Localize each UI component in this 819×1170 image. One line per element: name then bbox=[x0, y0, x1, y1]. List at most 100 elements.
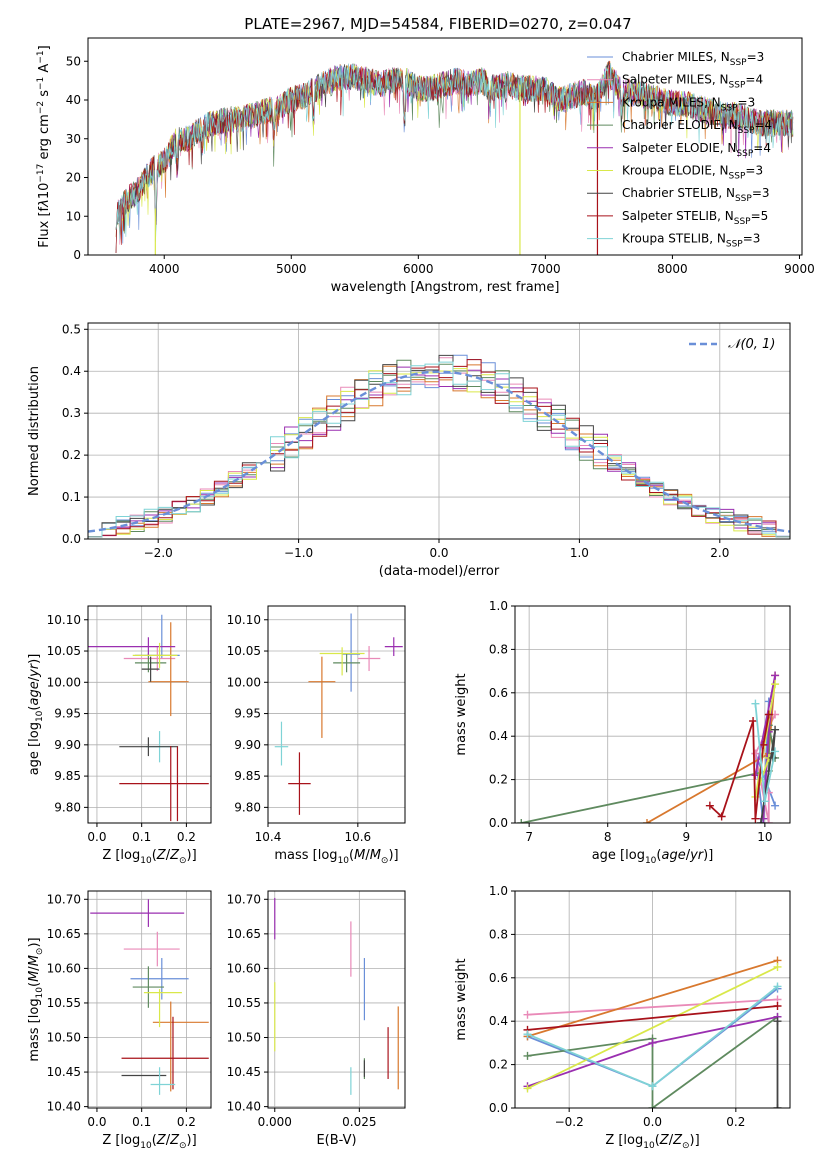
x-tick-label: −2.0 bbox=[144, 546, 173, 560]
legend-entry: Salpeter MILES, NSSP=4 bbox=[622, 73, 763, 91]
legend-entry: 𝒩(0, 1) bbox=[728, 337, 775, 352]
y-tick-label: 0.8 bbox=[489, 642, 508, 656]
x-tick-label: 7 bbox=[525, 830, 533, 844]
legend-entry-sub: SSP bbox=[721, 103, 738, 113]
normal-curve bbox=[87, 370, 791, 533]
mass-weight-marker bbox=[764, 819, 773, 823]
legend-entry: Chabrier ELODIE, NSSP=4 bbox=[622, 118, 772, 136]
legend-entry: Chabrier STELIB, NSSP=3 bbox=[622, 186, 770, 204]
mass-weight-marker bbox=[771, 671, 780, 680]
y-tick-label: 0.6 bbox=[489, 971, 508, 985]
mass-weight-marker bbox=[756, 819, 765, 823]
mass-weight-marker bbox=[705, 801, 714, 810]
y-tick-label: 10.50 bbox=[47, 1031, 81, 1045]
y-tick-label: 9.95 bbox=[54, 707, 81, 721]
y-axis-label: mass weight bbox=[454, 958, 469, 1040]
axes-frame bbox=[514, 890, 791, 1109]
mass-vs-ebv-panel: 0.000 0.025 10.40 10.45 10.50 10.55 10.60 10.65… bbox=[227, 890, 406, 1148]
x-axis-label: wavelength [Angstrom, rest frame] bbox=[331, 280, 560, 295]
x-tick-label: 10 bbox=[757, 830, 772, 844]
y-tick-label: 9.85 bbox=[54, 769, 81, 783]
legend-entry: Kroupa ELODIE, NSSP=3 bbox=[622, 164, 763, 182]
x-tick-label: 8000 bbox=[657, 262, 688, 276]
mass-weight-marker bbox=[759, 814, 768, 823]
mass-vs-metallicity-panel: 0.0 0.1 0.2 10.40 10.45 10.50 10.55 10.60 10.65 1… bbox=[27, 890, 212, 1151]
axes-frame bbox=[87, 37, 803, 256]
mass-weight-marker bbox=[643, 819, 651, 823]
y-tick-label: 10.60 bbox=[47, 961, 81, 975]
mass-weight-marker bbox=[771, 801, 780, 810]
mass-weight-vs-age-panel: 7 8 9 10 0.0 0.2 0.4 0.6 0.8 1.0 age [log10(age/yr… bbox=[454, 599, 791, 866]
y-tick-label: 10.05 bbox=[227, 644, 261, 658]
legend-entry-sub: SSP bbox=[738, 126, 755, 136]
x-tick-label: 1.0 bbox=[570, 546, 589, 560]
y-tick-label: 0.4 bbox=[62, 364, 81, 378]
y-tick-label: 0.3 bbox=[62, 406, 81, 420]
mass-weight-marker bbox=[523, 1010, 532, 1019]
x-tick-label: 0.000 bbox=[258, 1115, 292, 1129]
y-tick-label: 10.45 bbox=[227, 1065, 261, 1079]
legend-entry-count: =4 bbox=[753, 141, 771, 155]
x-axis-label: age [log10(age/yr)] bbox=[592, 848, 714, 866]
y-tick-label: 0 bbox=[73, 248, 81, 262]
mass-weight-marker bbox=[523, 1051, 532, 1060]
y-tick-label: 10.40 bbox=[227, 1100, 261, 1114]
mass-weight-marker bbox=[517, 819, 526, 823]
x-tick-label: 0.025 bbox=[342, 1115, 376, 1129]
mass-weight-marker bbox=[751, 699, 760, 708]
x-axis-label: E(B-V) bbox=[316, 1133, 356, 1148]
x-tick-label: 0.0 bbox=[87, 1115, 106, 1129]
mass-weight-line bbox=[527, 998, 778, 1016]
spectrum-line-kroupa-stelib bbox=[115, 63, 794, 242]
legend-entry: Chabrier MILES, NSSP=3 bbox=[622, 50, 764, 68]
legend-entry-count: =3 bbox=[747, 50, 765, 64]
legend-entry-sub: SSP bbox=[735, 194, 752, 204]
mass-weight-marker bbox=[648, 1104, 657, 1108]
x-tick-label: 9 bbox=[682, 830, 690, 844]
y-tick-label: 10.10 bbox=[227, 613, 261, 627]
legend-entry-sub: SSP bbox=[729, 172, 746, 182]
x-axis-label: mass [log10(M/M⊙)] bbox=[274, 848, 398, 866]
x-tick-label: 6000 bbox=[403, 262, 434, 276]
legend-entry-name: Kroupa STELIB, N bbox=[622, 232, 726, 246]
y-axis-label: mass [log10(M/M⊙)] bbox=[27, 937, 45, 1061]
residual-histogram-panel: −2.0 −1.0 0.0 1.0 2.0 0.0 0.1 0.2 0.3 0.4 0.5 (data… bbox=[27, 322, 791, 579]
y-tick-label: 10.55 bbox=[47, 996, 81, 1010]
y-tick-label: 10 bbox=[66, 209, 81, 223]
x-tick-label: 0.0 bbox=[87, 830, 106, 844]
y-tick-label: 0.8 bbox=[489, 927, 508, 941]
y-tick-label: 9.95 bbox=[234, 707, 261, 721]
y-tick-label: 30 bbox=[66, 132, 81, 146]
x-tick-label: 5000 bbox=[276, 262, 307, 276]
y-tick-label: 10.70 bbox=[47, 892, 81, 906]
mass-weight-marker bbox=[771, 725, 780, 734]
y-tick-label: 10.70 bbox=[227, 892, 261, 906]
mass-weight-vs-metallicity-panel: −0.2 0.0 0.2 0.0 0.2 0.4 0.6 0.8 1.0 Z [log10(Z/Z… bbox=[454, 884, 791, 1151]
y-axis-label: Flux [fλ10−17 erg cm−2 s−1 A−1] bbox=[36, 45, 52, 247]
age-vs-metallicity-panel: 0.0 0.1 0.2 9.80 9.85 9.90 9.95 10.00 10.05 10.10… bbox=[27, 605, 212, 866]
mass-weight-line bbox=[527, 1016, 779, 1108]
axes-frame bbox=[87, 322, 791, 540]
mass-weight-marker bbox=[760, 797, 769, 806]
y-tick-label: 0.2 bbox=[489, 1058, 508, 1072]
y-tick-label: 0.0 bbox=[62, 532, 81, 546]
axes-frame bbox=[87, 605, 212, 824]
y-tick-label: 0.6 bbox=[489, 686, 508, 700]
y-tick-label: 20 bbox=[66, 171, 81, 185]
legend-entry: Kroupa STELIB, NSSP=3 bbox=[622, 232, 760, 250]
x-tick-label: 7000 bbox=[530, 262, 561, 276]
y-tick-label: 0.0 bbox=[489, 1101, 508, 1115]
axes-frame bbox=[514, 605, 791, 824]
x-tick-label: 0.1 bbox=[132, 830, 151, 844]
mass-weight-line bbox=[709, 714, 770, 819]
y-axis-label: Normed distribution bbox=[27, 366, 42, 496]
x-tick-label: 0.2 bbox=[177, 830, 196, 844]
mass-weight-marker bbox=[751, 749, 760, 758]
mass-weight-marker bbox=[771, 680, 780, 689]
legend-entry-count: =3 bbox=[738, 95, 756, 109]
legend-entry-sub: SSP bbox=[736, 149, 753, 159]
y-tick-label: 0.5 bbox=[62, 322, 81, 336]
y-axis-label: mass weight bbox=[454, 673, 469, 755]
axes-frame bbox=[267, 605, 406, 824]
mass-weight-marker bbox=[764, 710, 773, 719]
